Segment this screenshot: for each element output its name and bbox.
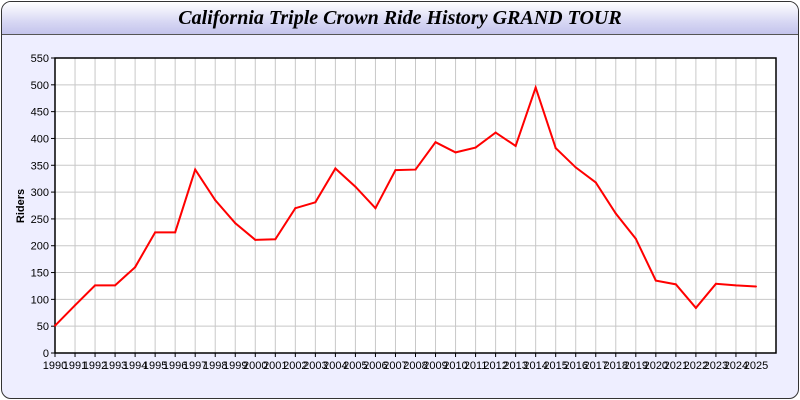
- data-point: [414, 168, 417, 171]
- x-tick-label: 2011: [464, 360, 488, 372]
- data-point: [734, 284, 737, 287]
- data-point: [574, 166, 577, 169]
- x-tick-label: 2024: [724, 360, 748, 372]
- x-tick-label: 2025: [744, 360, 768, 372]
- data-point: [94, 284, 97, 287]
- x-tick-label: 2020: [644, 360, 668, 372]
- data-point: [714, 282, 717, 285]
- y-tick-label: 550: [31, 53, 49, 65]
- data-point: [754, 285, 757, 288]
- data-point: [634, 237, 637, 240]
- y-tick-label: 400: [31, 133, 49, 145]
- x-tick-label: 2019: [624, 360, 648, 372]
- data-point: [134, 266, 137, 269]
- x-tick-label: 1998: [203, 360, 227, 372]
- x-tick-label: 2013: [503, 360, 527, 372]
- data-point: [554, 147, 557, 150]
- x-tick-label: 1992: [83, 360, 107, 372]
- data-point: [154, 231, 157, 234]
- data-point: [594, 181, 597, 184]
- y-tick-label: 100: [31, 294, 49, 306]
- data-point: [194, 168, 197, 171]
- x-tick-label: 1995: [143, 360, 167, 372]
- x-tick-label: 2009: [423, 360, 447, 372]
- x-tick-label: 2002: [283, 360, 307, 372]
- x-tick-label: 1994: [123, 360, 147, 372]
- x-tick-label: 2003: [303, 360, 327, 372]
- data-point: [54, 324, 56, 327]
- x-tick-label: 2014: [523, 360, 547, 372]
- x-tick-label: 2016: [563, 360, 587, 372]
- data-point: [614, 212, 617, 215]
- y-tick-label: 0: [43, 348, 49, 360]
- y-tick-label: 300: [31, 187, 49, 199]
- data-point: [234, 222, 237, 225]
- x-tick-label: 2010: [443, 360, 467, 372]
- riders-series-line: [54, 84, 757, 327]
- x-tick-label: 1993: [103, 360, 127, 372]
- data-point: [394, 169, 397, 172]
- data-point: [454, 151, 457, 154]
- y-axis-label: Riders: [15, 189, 27, 223]
- data-point: [354, 185, 357, 188]
- x-tick-label: 2017: [584, 360, 608, 372]
- data-point: [174, 231, 177, 234]
- data-point: [274, 238, 277, 241]
- plot-border: [54, 57, 777, 354]
- data-point: [434, 141, 437, 144]
- y-tick-label: 50: [37, 321, 49, 333]
- x-tick-label: 2015: [543, 360, 567, 372]
- x-tick-label: 2006: [363, 360, 387, 372]
- x-tick-label: 1997: [183, 360, 207, 372]
- data-point: [654, 279, 657, 282]
- chart-title: California Triple Crown Ride History GRA…: [178, 7, 622, 29]
- data-point: [374, 207, 377, 210]
- x-tick-label: 2021: [664, 360, 688, 372]
- x-tick-label: 2007: [383, 360, 407, 372]
- x-tick-label: 2023: [704, 360, 728, 372]
- x-tick-label: 2000: [243, 360, 267, 372]
- y-tick-label: 150: [31, 268, 49, 280]
- x-tick-label: 2001: [263, 360, 287, 372]
- data-point: [694, 306, 697, 309]
- data-point: [114, 284, 117, 287]
- data-point: [474, 146, 477, 149]
- y-tick-label: 200: [31, 241, 49, 253]
- x-tick-label: 2012: [483, 360, 507, 372]
- y-tick-label: 250: [31, 214, 49, 226]
- data-point: [534, 86, 537, 89]
- x-tick-label: 2008: [403, 360, 427, 372]
- data-point: [254, 238, 257, 241]
- x-tick-label: 1990: [43, 360, 67, 372]
- y-tick-label: 350: [31, 160, 49, 172]
- data-point: [334, 167, 337, 170]
- x-tick-label: 2005: [343, 360, 367, 372]
- x-tick-label: 1996: [163, 360, 187, 372]
- data-point: [314, 201, 317, 204]
- x-tick-label: 1991: [63, 360, 87, 372]
- x-tick-label: 2004: [323, 360, 347, 372]
- y-tick-label: 500: [31, 80, 49, 92]
- title-bar: California Triple Crown Ride History GRA…: [2, 2, 798, 35]
- x-tick-label: 2018: [604, 360, 628, 372]
- data-point: [494, 131, 497, 134]
- data-point: [74, 304, 77, 307]
- y-tick-label: 450: [31, 107, 49, 119]
- x-tick-label: 1999: [223, 360, 247, 372]
- x-tick-label: 2022: [684, 360, 708, 372]
- data-point: [514, 144, 517, 147]
- data-point: [214, 199, 217, 202]
- data-point: [294, 207, 297, 210]
- data-point: [674, 283, 677, 286]
